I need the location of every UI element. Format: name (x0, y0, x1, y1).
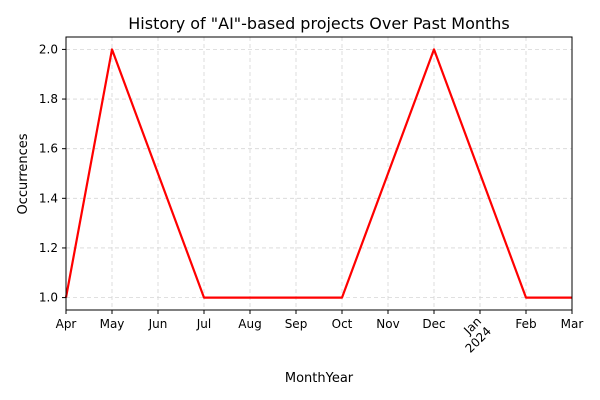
ticks-layer: 1.0 1.2 1.4 1.6 1.8 2.0 Apr May Jun Jul Aug Sep Oct N… (39, 42, 583, 355)
x-tick-label: Apr (56, 317, 77, 331)
y-tick-label: 2.0 (39, 42, 58, 56)
x-tick-label: Oct (332, 317, 353, 331)
x-axis-label: MonthYear (285, 371, 354, 386)
axes-layer (65, 36, 573, 311)
x-tick-label: Jul (196, 317, 211, 331)
x-tick-label: Feb (515, 317, 536, 331)
x-tick-label: Nov (376, 317, 399, 331)
y-axis-label: Occurrences (16, 133, 31, 214)
y-tick-label: 1.6 (39, 142, 58, 156)
series-line-0 (64, 48, 572, 299)
x-tick-label: May (100, 317, 125, 331)
x-tick-label: Sep (285, 317, 308, 331)
chart-title: History of "AI"-based projects Over Past… (128, 14, 510, 33)
y-tick-label: 1.8 (39, 92, 58, 106)
series-layer (64, 48, 572, 299)
x-tick-label: Dec (422, 317, 445, 331)
y-tick-label: 1.2 (39, 241, 58, 255)
x-tick-label: Aug (238, 317, 261, 331)
y-tick-label: 1.4 (39, 191, 58, 205)
plot-frame (65, 36, 573, 311)
x-tick-label: Jun (148, 317, 168, 331)
y-tick-label: 1.0 (39, 291, 58, 305)
x-tick-label: Mar (561, 317, 584, 331)
